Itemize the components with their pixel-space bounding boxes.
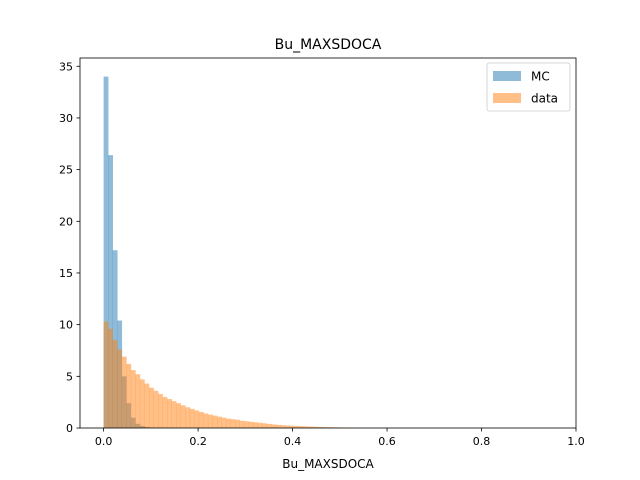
legend-swatch-mc bbox=[493, 71, 521, 81]
histogram-bar bbox=[126, 363, 132, 428]
histogram-bar bbox=[198, 411, 204, 428]
histogram-bar bbox=[203, 413, 209, 428]
histogram-bar bbox=[153, 390, 159, 428]
histogram-bar bbox=[216, 416, 222, 428]
x-tick-label: 0.2 bbox=[189, 435, 207, 448]
histogram-bar bbox=[212, 415, 218, 428]
histogram-bar bbox=[221, 417, 227, 428]
y-tick-label: 10 bbox=[59, 319, 73, 332]
histogram-bar bbox=[171, 401, 177, 428]
plot-frame bbox=[79, 57, 577, 429]
histogram-bar bbox=[298, 426, 304, 428]
y-tick-label: 5 bbox=[66, 370, 73, 383]
histogram-bar bbox=[194, 410, 200, 428]
x-tick-label: 0.4 bbox=[284, 435, 302, 448]
histogram-bar bbox=[239, 420, 245, 428]
histogram-bar bbox=[135, 374, 141, 428]
histogram-bar bbox=[185, 407, 191, 428]
y-tick-label: 15 bbox=[59, 267, 73, 280]
histogram-bar bbox=[176, 403, 182, 428]
histogram-bar bbox=[148, 387, 154, 428]
histogram-bar bbox=[189, 408, 195, 428]
histogram-bar bbox=[112, 340, 118, 428]
histogram-bar bbox=[130, 370, 136, 428]
chart-title: Bu_MAXSDOCA bbox=[275, 37, 382, 53]
histogram-bar bbox=[280, 425, 286, 428]
histogram-bar bbox=[117, 349, 123, 428]
histogram-bar bbox=[108, 155, 113, 429]
histogram-bar bbox=[103, 321, 109, 428]
histogram-bar bbox=[266, 423, 272, 428]
histogram-bar bbox=[112, 250, 118, 428]
histogram-bar bbox=[144, 383, 150, 428]
histogram-bar bbox=[207, 414, 213, 428]
bars-layer bbox=[103, 76, 349, 429]
histogram-bar bbox=[294, 425, 299, 428]
legend: MC data bbox=[486, 62, 571, 112]
histogram-bar bbox=[162, 396, 168, 428]
histogram-bar bbox=[121, 356, 127, 428]
legend-label-data: data bbox=[531, 92, 558, 106]
y-tick-label: 20 bbox=[59, 215, 73, 228]
histogram-bar bbox=[226, 418, 231, 428]
y-tick-label: 30 bbox=[59, 112, 73, 125]
histogram-bar bbox=[158, 393, 163, 428]
y-tick-label: 0 bbox=[66, 422, 73, 435]
y-tick-label: 25 bbox=[59, 164, 73, 177]
histogram-bar bbox=[103, 76, 109, 428]
x-tick-label: 1.0 bbox=[567, 435, 585, 448]
histogram-bar bbox=[303, 426, 308, 428]
histogram-bar bbox=[325, 427, 331, 428]
x-tick-label: 0.6 bbox=[378, 435, 396, 448]
histogram-bar bbox=[289, 425, 295, 428]
histogram-bar bbox=[139, 379, 145, 428]
histogram-bar bbox=[271, 424, 277, 428]
histogram-bar bbox=[316, 426, 322, 428]
histogram-bar bbox=[248, 421, 254, 428]
histogram-bar bbox=[180, 405, 186, 428]
histogram-bar bbox=[244, 421, 250, 428]
legend-label-mc: MC bbox=[531, 70, 550, 84]
histogram-bar bbox=[321, 427, 327, 428]
histogram-bar bbox=[257, 422, 263, 428]
histogram-bar bbox=[167, 399, 172, 428]
ticks-layer: 0.0 0.2 0.4 0.6 0.8 1.0 0 5 10 15 20 25 30 35 bbox=[59, 60, 585, 448]
histogram-bar bbox=[253, 422, 259, 428]
histogram-bar bbox=[230, 419, 236, 428]
x-axis-label: Bu_MAXSDOCA bbox=[282, 457, 374, 471]
histogram-bar bbox=[285, 425, 290, 428]
histogram-bar bbox=[312, 426, 318, 428]
histogram-bar bbox=[235, 419, 240, 428]
histogram-bar bbox=[108, 328, 113, 428]
y-tick-label: 35 bbox=[59, 60, 73, 73]
legend-swatch-data bbox=[493, 93, 521, 103]
x-tick-label: 0.0 bbox=[95, 435, 113, 448]
histogram-bar bbox=[275, 424, 281, 428]
x-tick-label: 0.8 bbox=[473, 435, 491, 448]
histogram-bar bbox=[262, 423, 268, 428]
series-data bbox=[103, 321, 349, 428]
histogram-bar bbox=[307, 426, 313, 428]
